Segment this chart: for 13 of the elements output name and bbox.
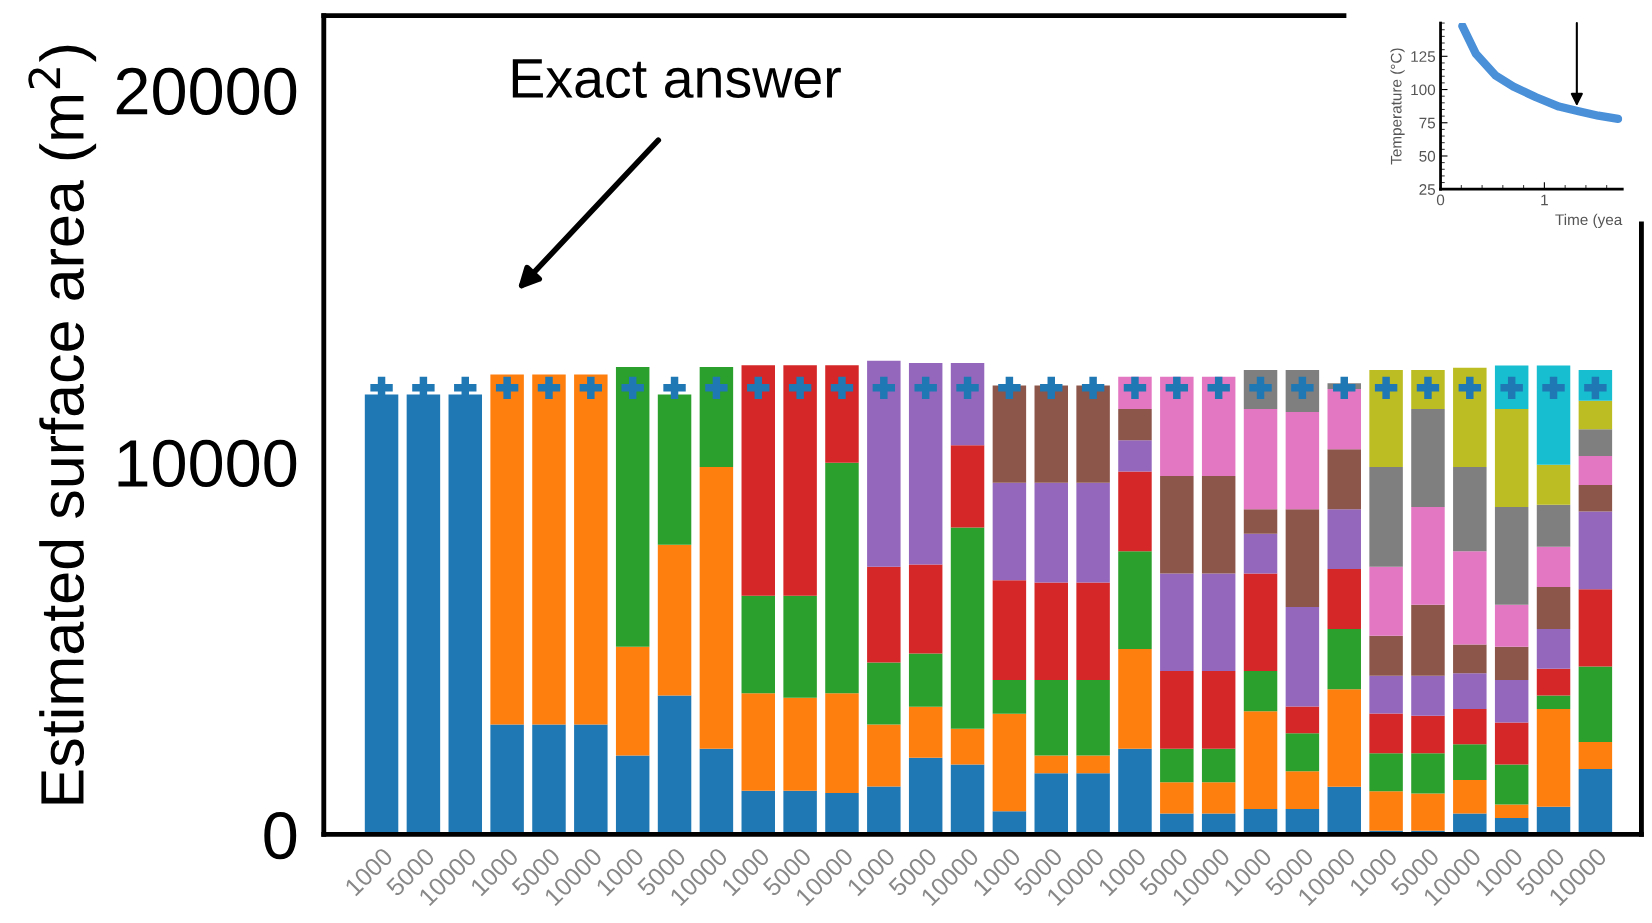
x-tick-label: 1 [1541,194,1548,206]
y-tick-label: 50 [1419,150,1436,162]
x-axis-title: Time (yea [1555,213,1623,229]
annotation: Exact answer [512,59,841,99]
y-axis-title: Estimated surface area (m$^{2}$) [28,45,97,804]
y-tick-label: 25 [1419,184,1436,195]
y-tick-label: 0 [264,812,297,860]
y-tick-label: 100 [1411,84,1436,96]
y-tick-label: 75 [1419,117,1436,129]
y-tick-label: 10000 [118,439,297,488]
y-tick-label: 125 [1411,51,1436,62]
y-tick-label: 20000 [116,67,297,115]
y-axis-title: Temperature (°C) [1390,48,1405,165]
